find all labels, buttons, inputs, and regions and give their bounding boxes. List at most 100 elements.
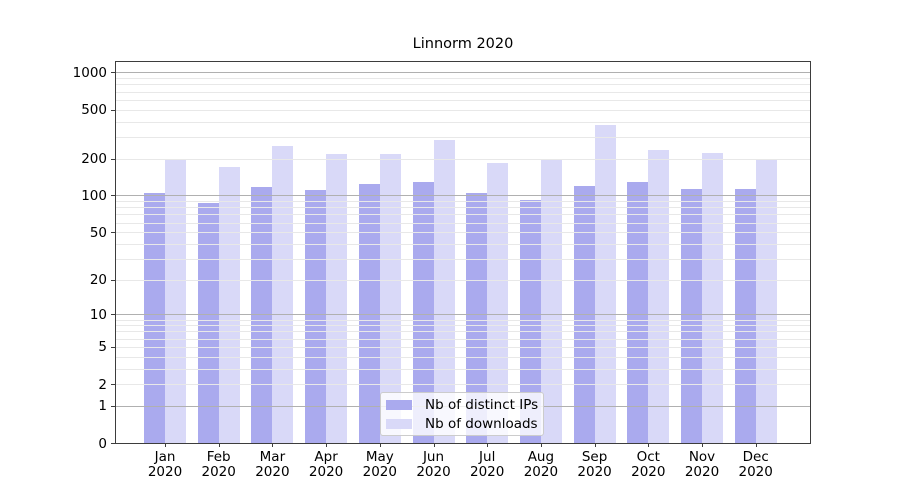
bar: [466, 192, 488, 444]
y-tick-label: 2: [98, 376, 107, 393]
y-tick-label: 50: [89, 224, 107, 241]
bar: [165, 159, 186, 444]
y-tick-label: 0: [98, 435, 107, 452]
x-tick-label: Nov 2020: [684, 449, 720, 480]
x-tick-label: Apr 2020: [308, 449, 344, 480]
bar: [358, 184, 380, 444]
legend-item-downloads: Nb of downloads: [386, 415, 538, 432]
y-tick-mark: [111, 346, 115, 348]
gridline: [116, 319, 810, 321]
y-tick-mark: [111, 384, 115, 386]
bar: [648, 149, 670, 444]
bar: [702, 153, 723, 444]
legend-swatch-downloads: [386, 418, 412, 429]
legend-label-downloads: Nb of downloads: [425, 415, 538, 432]
gridline: [116, 136, 810, 138]
gridline: [116, 158, 810, 160]
y-tick-label: 1000: [72, 64, 107, 81]
gridline: [116, 78, 810, 80]
x-tick-mark: [272, 443, 274, 447]
gridline: [116, 195, 810, 197]
gridline: [116, 222, 810, 224]
gridline: [116, 346, 810, 348]
y-tick-label: 500: [81, 102, 107, 119]
legend: Nb of distinct IPs Nb of downloads: [380, 392, 544, 436]
y-tick-mark: [111, 405, 115, 407]
y-tick-label: 10: [89, 306, 107, 323]
y-tick-label: 200: [81, 151, 107, 168]
gridline: [116, 232, 810, 234]
x-tick-mark: [165, 443, 166, 447]
gridline: [116, 243, 810, 245]
bar: [197, 202, 219, 444]
legend-item-distinct-ips: Nb of distinct IPs: [386, 396, 539, 413]
x-tick-mark: [702, 443, 703, 447]
x-tick-label: May 2020: [362, 449, 397, 480]
plot-area: 0 1 2 5 10 20 50 100 200 500 1000 Jan 2020 Feb 2020 Mar…: [73, 61, 811, 480]
bar: [627, 181, 649, 444]
chart-title: Linnorm 2020: [412, 36, 514, 52]
gridline: [116, 121, 810, 123]
x-tick-label: Oct 2020: [631, 449, 666, 480]
gridline: [116, 325, 810, 327]
x-tick-mark: [487, 443, 489, 447]
bar: [144, 193, 165, 444]
bar: [272, 145, 294, 444]
x-tick-mark: [594, 443, 596, 447]
x-tick-mark: [379, 443, 381, 447]
x-tick-label: Jul 2020: [470, 449, 505, 480]
y-tick-mark: [111, 195, 115, 197]
gridline: [116, 279, 810, 281]
x-tick-label: Jun 2020: [416, 449, 451, 480]
bar: [305, 189, 327, 444]
legend-swatch-distinct-ips: [386, 399, 412, 410]
x-tick-label: Sep 2020: [577, 449, 612, 480]
bar: [681, 188, 702, 444]
x-tick-mark: [218, 443, 220, 447]
x-tick-mark: [755, 443, 757, 447]
gridline: [116, 201, 810, 203]
gridline: [116, 91, 810, 93]
y-tick-mark: [111, 232, 115, 234]
gridline: [116, 384, 810, 386]
legend-label-distinct-ips: Nb of distinct IPs: [425, 396, 539, 413]
bar: [594, 125, 616, 444]
y-tick-mark: [111, 279, 115, 281]
bar: [379, 153, 401, 444]
gridline: [116, 207, 810, 209]
x-tick-label: Dec 2020: [738, 449, 773, 480]
gridline: [116, 109, 810, 111]
x-tick-label: Jan 2020: [147, 449, 183, 480]
y-tick-label: 20: [89, 272, 107, 289]
bar: [540, 160, 562, 444]
y-tick-label: 100: [81, 187, 107, 204]
x-tick-label: Aug 2020: [523, 449, 559, 480]
gridline: [116, 356, 810, 358]
x-tick-mark: [648, 443, 650, 447]
y-tick-mark: [111, 109, 115, 111]
gridline: [116, 214, 810, 216]
bar: [487, 163, 509, 444]
gridline: [116, 368, 810, 370]
x-tick-mark: [433, 443, 435, 447]
bar: [326, 154, 348, 444]
bar: [519, 199, 541, 444]
bar: [412, 182, 434, 444]
gridline: [116, 258, 810, 260]
bar: [433, 140, 455, 444]
gridline: [116, 84, 810, 86]
y-tick-mark: [111, 443, 115, 444]
y-tick-label: 5: [98, 339, 107, 356]
x-tick-label: Mar 2020: [255, 449, 290, 480]
gridline: [116, 314, 810, 316]
bar: [218, 166, 240, 444]
y-tick-mark: [111, 72, 115, 74]
x-tick-label: Feb 2020: [201, 449, 236, 480]
gridline: [116, 338, 810, 340]
x-tick-mark: [540, 443, 542, 447]
gridline: [116, 99, 810, 101]
bar: [755, 159, 777, 444]
y-tick-mark: [111, 158, 115, 160]
x-tick-mark: [326, 443, 328, 447]
